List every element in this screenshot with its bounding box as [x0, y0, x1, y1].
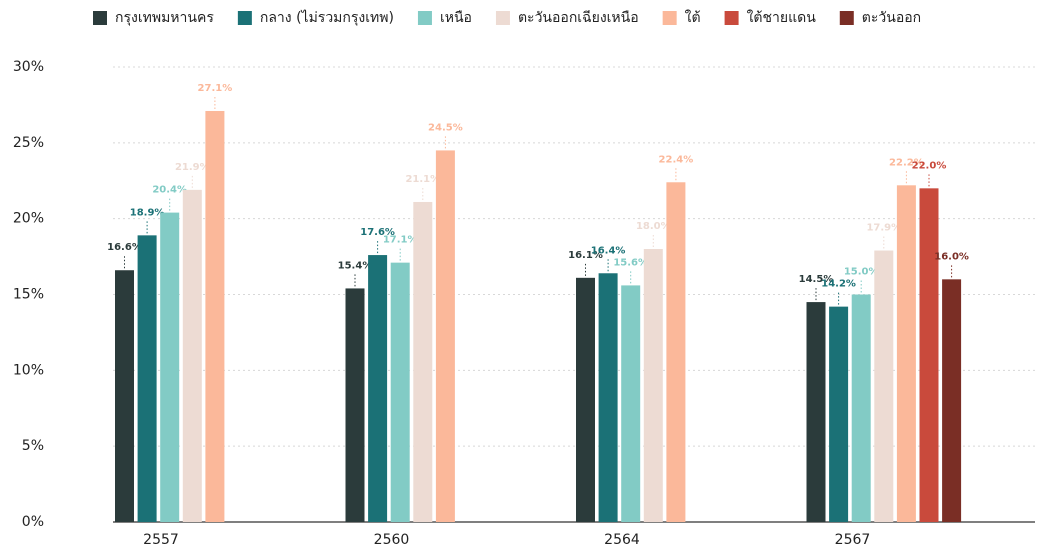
value-label: 14.5% [799, 274, 834, 285]
legend-label: ตะวันออกเฉียงเหนือ [518, 10, 639, 26]
legend-swatch [662, 11, 677, 25]
bar [205, 110, 225, 522]
legend-label: เหนือ [440, 10, 472, 26]
legend-swatch [495, 11, 510, 25]
value-label: 16.1% [568, 250, 603, 261]
value-label: 18.9% [130, 207, 165, 218]
bar [182, 189, 202, 522]
value-label: 16.0% [934, 251, 969, 262]
bar [598, 273, 618, 522]
bar [919, 188, 939, 523]
value-label: 17.1% [383, 235, 418, 246]
bar [137, 235, 157, 522]
bar [368, 255, 388, 523]
x-tick-label: 2564 [604, 532, 640, 548]
value-label: 22.0% [912, 160, 947, 171]
bar [829, 306, 849, 522]
legend-label: กรุงเทพมหานคร [115, 10, 214, 26]
value-label: 18.0% [636, 221, 671, 232]
value-label: 15.4% [338, 260, 373, 271]
bar [874, 250, 894, 522]
value-label: 16.6% [107, 242, 142, 253]
value-label: 22.2% [889, 157, 924, 168]
bar [942, 279, 962, 522]
value-label: 21.1% [405, 174, 440, 185]
bar [896, 185, 916, 523]
value-label: 15.0% [844, 267, 879, 278]
bar [390, 262, 410, 522]
y-tick-label: 30% [13, 59, 44, 75]
value-label: 21.9% [175, 162, 210, 173]
legend-label: ใต้ชายแดน [747, 9, 817, 26]
legend-swatch [724, 11, 739, 25]
bar [851, 294, 871, 522]
legend-label: ตะวันออก [862, 10, 921, 26]
y-tick-label: 0% [22, 514, 44, 530]
legend-swatch [417, 11, 432, 25]
bar [576, 277, 595, 522]
bar [666, 182, 686, 522]
value-label: 20.4% [152, 185, 187, 196]
value-label: 17.9% [866, 223, 901, 234]
legend-swatch [237, 11, 252, 25]
y-tick-label: 10% [13, 362, 44, 378]
value-label: 24.5% [428, 122, 463, 133]
bar [345, 288, 365, 522]
x-tick-label: 2567 [835, 532, 871, 548]
value-label: 27.1% [198, 83, 233, 94]
bar [435, 150, 455, 522]
legend-label: กลาง (ไม่รวมกรุงเทพ) [260, 9, 394, 26]
y-tick-label: 20% [13, 211, 44, 227]
y-tick-label: 25% [13, 135, 44, 151]
bar [621, 285, 641, 522]
bar [806, 302, 826, 522]
bar [643, 249, 663, 522]
bar [413, 201, 433, 522]
value-label: 14.2% [821, 279, 856, 290]
y-tick-label: 5% [22, 438, 44, 454]
legend-swatch [839, 11, 854, 25]
value-label: 15.6% [613, 257, 648, 268]
value-label: 17.6% [360, 227, 395, 238]
x-tick-label: 2560 [374, 532, 410, 548]
bar [115, 270, 134, 522]
legend-swatch [93, 11, 107, 25]
x-tick-label: 2557 [143, 532, 179, 548]
bar [160, 212, 180, 522]
legend-label: ใต้ [685, 9, 701, 26]
value-label: 22.4% [659, 154, 694, 165]
y-tick-label: 15% [13, 287, 44, 303]
value-label: 16.4% [591, 245, 626, 256]
